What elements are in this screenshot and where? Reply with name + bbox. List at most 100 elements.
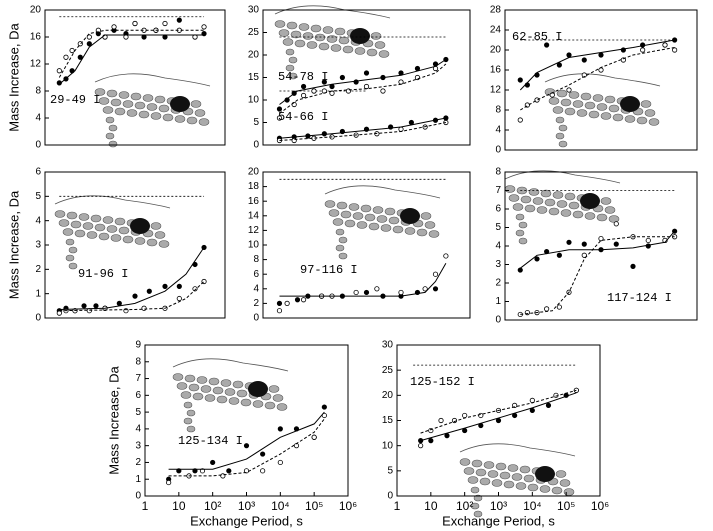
y-tick-label: 2 (135, 457, 141, 468)
data-point (517, 117, 523, 123)
helix-turn (511, 473, 523, 481)
y-tick-label: 7 (495, 185, 501, 196)
helix-turn (596, 103, 608, 111)
y-tick-label: 3 (495, 259, 501, 270)
helix-turn (503, 480, 515, 489)
helix-turn (555, 132, 565, 140)
data-point (311, 434, 317, 440)
data-point (566, 52, 572, 58)
helix-turn (592, 94, 604, 102)
helix-turn (463, 467, 475, 475)
y-tick-label: 12 (248, 225, 260, 236)
helix-turn (404, 227, 416, 235)
y-tick-label: 30 (248, 5, 260, 16)
helix-turn (68, 246, 78, 254)
helix-turn (483, 461, 495, 469)
helix-turn (268, 385, 280, 393)
helix-turn (264, 401, 276, 410)
y-tick-label: 10 (248, 95, 260, 106)
y-tick-label: 7 (135, 373, 141, 384)
y-tick-label: 0 (253, 313, 259, 324)
y-tick-label: 5 (35, 191, 41, 202)
data-point (86, 34, 92, 40)
helix-turn (232, 380, 244, 389)
helix-turn (560, 98, 572, 107)
data-point (581, 252, 587, 258)
helix-turn (326, 35, 338, 43)
helix-turn (146, 238, 158, 247)
x-tick-label: 10 (172, 499, 186, 513)
x-tick-label: 10² (456, 499, 473, 513)
helix-turn (580, 92, 592, 101)
protein-outline (324, 185, 441, 199)
data-point (363, 70, 370, 76)
peptide-label: 91-96 I (78, 267, 128, 281)
helix-turn (154, 95, 166, 104)
y-tick-label: 5 (253, 117, 259, 128)
helix-turn (65, 254, 75, 262)
fit-curve (279, 63, 447, 114)
x-tick-label: 10⁵ (557, 499, 575, 513)
y-tick-label: 2 (495, 278, 501, 289)
helix-turn (344, 219, 356, 228)
helix-turn (74, 229, 86, 238)
helix-turn (420, 212, 432, 220)
peptide-label: 97-116 I (300, 263, 358, 277)
helix-turn (552, 106, 564, 114)
helix-turn (288, 56, 298, 64)
fit-curve (279, 117, 446, 139)
helix-turn (548, 97, 560, 105)
helix-turn (240, 398, 252, 407)
protein-outline (172, 358, 289, 372)
helix-turn (372, 206, 384, 214)
protein-sketch (274, 5, 391, 80)
labeled-region (248, 381, 268, 397)
y-tick-label: 6 (135, 390, 141, 401)
data-point (353, 289, 359, 296)
helix-turn (318, 42, 330, 51)
helix-turn (94, 223, 106, 232)
helix-turn (507, 464, 519, 472)
data-point (291, 101, 297, 108)
data-point (630, 263, 636, 269)
data-point (56, 68, 62, 74)
protein-sketch (172, 358, 289, 433)
fit-curve (519, 230, 675, 269)
data-point (339, 74, 345, 81)
helix-turn (150, 222, 162, 230)
fit-curve (519, 39, 675, 91)
helix-turn (272, 394, 284, 402)
helix-turn (608, 215, 620, 223)
fit-curve (59, 281, 205, 312)
y-tick-label: 25 (382, 365, 394, 376)
data-point (363, 83, 370, 90)
helix-turn (648, 118, 660, 126)
protein-outline (274, 5, 391, 19)
helix-turn (499, 471, 511, 480)
helix-turn (612, 113, 624, 122)
y-tick-label: 20 (490, 45, 502, 56)
data-point (132, 293, 138, 299)
helix-turn (518, 221, 528, 229)
helix-turn (208, 377, 220, 386)
helix-turn (354, 47, 366, 55)
helix-turn (515, 482, 527, 490)
y-tick-label: 30 (382, 340, 394, 351)
y-tick-label: 8 (253, 254, 259, 265)
helix-turn (424, 221, 436, 229)
data-point (199, 468, 206, 474)
protein-sketch (504, 170, 621, 245)
peptide-label: 125-134 I (178, 434, 243, 448)
helix-turn (190, 100, 202, 108)
protein-sketch (94, 73, 211, 148)
y-tick-label: 8 (495, 167, 501, 178)
helix-turn (188, 383, 200, 392)
y-tick-label: 3 (35, 240, 41, 251)
helix-turn (568, 91, 580, 99)
data-point (176, 283, 182, 289)
data-point (478, 412, 484, 419)
helix-turn (78, 213, 90, 221)
helix-turn (536, 206, 548, 214)
helix-turn (158, 240, 170, 248)
